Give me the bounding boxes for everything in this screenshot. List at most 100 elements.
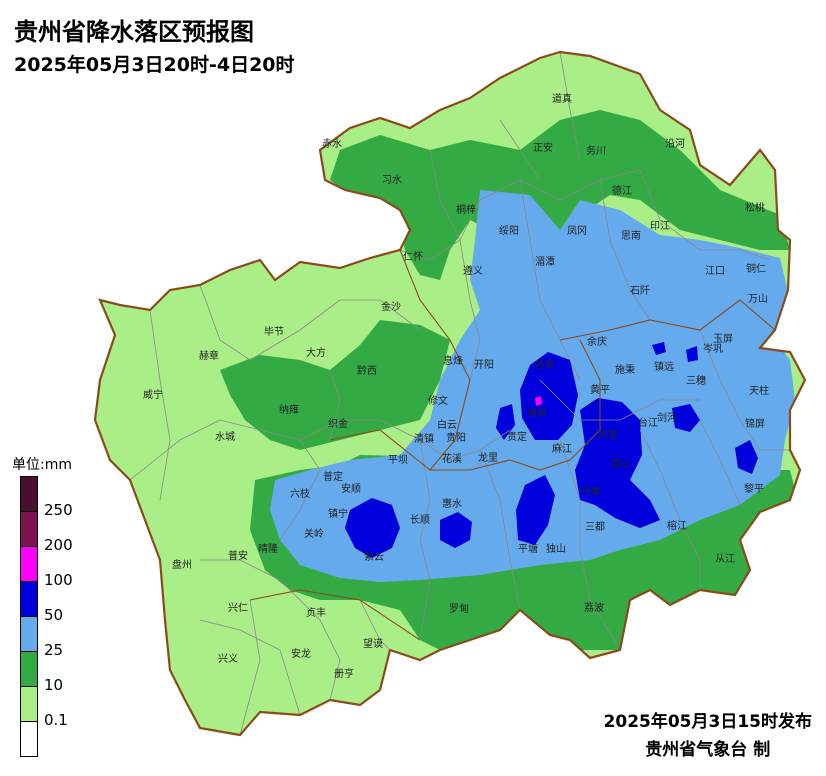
city-label: 白云 bbox=[437, 418, 457, 431]
city-label: 修文 bbox=[428, 394, 448, 407]
city-label: 紫云 bbox=[364, 551, 384, 563]
city-label: 余庆 bbox=[587, 335, 607, 348]
city-label: 石阡 bbox=[630, 285, 650, 297]
city-label: 镇宁 bbox=[328, 507, 348, 520]
rain-50-100-small3 bbox=[496, 404, 515, 440]
city-label: 纳雍 bbox=[279, 403, 299, 416]
city-label: 松桃 bbox=[745, 201, 765, 214]
city-label: 习水 bbox=[382, 174, 402, 186]
city-label: 绥阳 bbox=[499, 225, 519, 237]
legend-label: 25 bbox=[44, 641, 64, 659]
city-label: 福泉 bbox=[527, 406, 547, 419]
city-label: 平坝 bbox=[388, 454, 408, 466]
rain-50-100-small2 bbox=[686, 346, 698, 362]
city-label: 沿河 bbox=[665, 138, 685, 150]
city-label: 麻江 bbox=[552, 442, 572, 455]
city-label: 台江 bbox=[638, 416, 658, 429]
issuing-agency: 贵州省气象台 制 bbox=[645, 740, 771, 760]
city-label: 清镇 bbox=[414, 432, 434, 445]
city-label: 大方 bbox=[306, 346, 326, 359]
city-label: 万山 bbox=[748, 293, 768, 305]
legend-swatch bbox=[20, 617, 38, 652]
legend-labels: 250 200 100 50 25 10 0.1 bbox=[44, 476, 104, 776]
city-label: 独山 bbox=[546, 542, 566, 555]
city-label: 三都 bbox=[585, 521, 605, 533]
city-label: 道真 bbox=[552, 92, 572, 105]
city-label: 开阳 bbox=[474, 359, 494, 371]
legend-label: 50 bbox=[44, 606, 64, 624]
legend-label: 0.1 bbox=[44, 711, 68, 729]
city-label: 施秉 bbox=[615, 363, 635, 376]
legend-swatch bbox=[20, 476, 38, 512]
rain-50-100-small1 bbox=[652, 342, 666, 355]
city-label: 凯里 bbox=[598, 428, 618, 441]
city-label: 德江 bbox=[612, 184, 632, 197]
city-label: 印江 bbox=[650, 220, 670, 232]
city-label: 丹寨 bbox=[581, 485, 601, 498]
city-label: 六枝 bbox=[290, 487, 310, 500]
legend-swatch bbox=[20, 582, 38, 617]
prefecture-boundaries bbox=[249, 249, 776, 641]
city-label: 遵义 bbox=[463, 264, 483, 277]
city-label: 黎平 bbox=[744, 482, 764, 495]
city-label: 黄平 bbox=[590, 383, 610, 396]
city-label: 岑巩 bbox=[703, 343, 723, 355]
legend-swatch bbox=[20, 652, 38, 687]
city-label: 瓮安 bbox=[535, 358, 555, 371]
legend-swatches bbox=[20, 476, 38, 757]
city-label: 织金 bbox=[328, 417, 348, 430]
city-label: 桐梓 bbox=[456, 203, 476, 216]
map-subtitle: 2025年05月3日20时-4日20时 bbox=[14, 54, 295, 76]
city-labels: 赤水 习水 道真 正安 务川 沿河 德江 松桃 桐梓 绥阳 凤冈 思南 印江 仁… bbox=[143, 92, 769, 680]
city-label: 赤水 bbox=[322, 138, 342, 150]
city-label: 息烽 bbox=[443, 354, 463, 367]
rain-50-100-taijiang bbox=[672, 404, 700, 432]
city-label: 镇远 bbox=[654, 360, 674, 373]
city-label: 毕节 bbox=[264, 325, 284, 338]
city-label: 册亨 bbox=[334, 667, 354, 680]
legend-label: 200 bbox=[44, 536, 73, 554]
city-label: 花溪 bbox=[442, 452, 462, 465]
rain-50-100-majiang bbox=[516, 475, 555, 545]
city-label: 金沙 bbox=[381, 300, 401, 313]
city-label: 雷山 bbox=[611, 458, 631, 470]
city-label: 铜仁 bbox=[746, 263, 766, 275]
issue-info: 2025年05月3日15时发布 贵州省气象台 制 bbox=[604, 708, 812, 764]
city-label: 普安 bbox=[228, 549, 248, 562]
city-label: 务川 bbox=[586, 144, 606, 157]
city-label: 威宁 bbox=[143, 388, 163, 401]
city-label: 玉屏 bbox=[713, 333, 733, 345]
city-label: 兴义 bbox=[218, 653, 238, 665]
rain-100-200-spot bbox=[535, 396, 542, 406]
city-label: 关岭 bbox=[304, 527, 324, 540]
rain-50-100-huishui bbox=[440, 512, 472, 548]
legend-swatch bbox=[20, 512, 38, 547]
city-label: 龙里 bbox=[478, 451, 498, 464]
legend-label: 100 bbox=[44, 571, 73, 589]
city-label: 赫章 bbox=[199, 349, 219, 362]
legend-unit: 单位:mm bbox=[12, 457, 72, 473]
city-label: 望谟 bbox=[363, 637, 383, 650]
city-label: 榕江 bbox=[667, 519, 687, 532]
city-label: 湄潭 bbox=[535, 256, 555, 268]
issue-time: 2025年05月3日15时发布 bbox=[603, 712, 812, 732]
rain-10-25-north-band bbox=[330, 110, 790, 280]
city-label: 贵阳 bbox=[446, 431, 466, 444]
city-label: 惠水 bbox=[442, 497, 462, 510]
county-boundaries bbox=[129, 52, 790, 735]
city-label: 仁怀 bbox=[403, 251, 423, 263]
city-label: 凤冈 bbox=[567, 225, 587, 237]
rain-50-100-central bbox=[520, 352, 578, 440]
city-label: 贞丰 bbox=[306, 606, 326, 619]
city-label: 锦屏 bbox=[745, 417, 765, 430]
city-label: 兴仁 bbox=[228, 602, 248, 614]
city-label: 水城 bbox=[215, 431, 235, 443]
city-label: 黔西 bbox=[357, 364, 377, 377]
city-label: 安龙 bbox=[291, 647, 311, 660]
legend-label: 250 bbox=[44, 501, 73, 519]
city-label: 晴隆 bbox=[258, 542, 278, 555]
city-label: 平塘 bbox=[518, 542, 538, 555]
rain-50-100-kaili bbox=[575, 398, 660, 528]
city-label: 罗甸 bbox=[449, 602, 469, 615]
